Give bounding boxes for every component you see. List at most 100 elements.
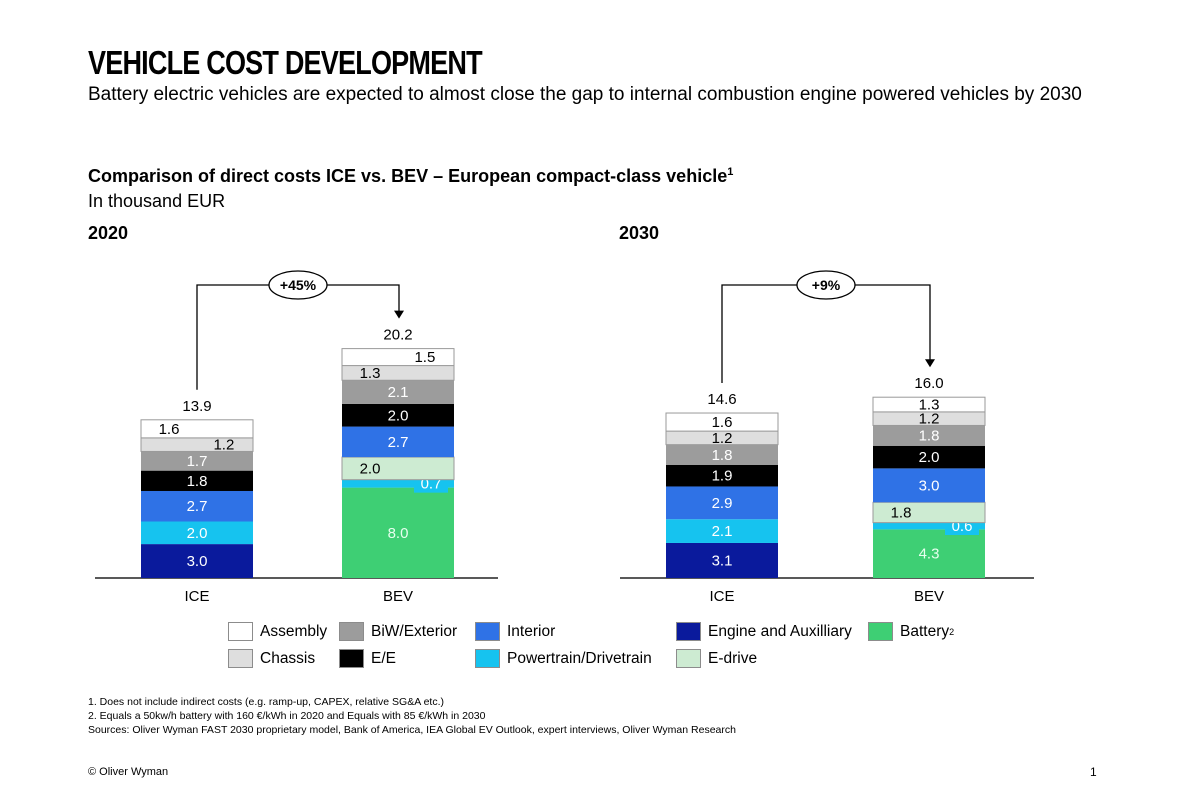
legend-battery-sup: 2 [949, 626, 955, 637]
bar-2020-ice-interior [141, 490, 253, 522]
bar-label-2020-bev-assembly: 1.5 [414, 349, 435, 366]
bar-2030-ice-biw-exterior [666, 444, 778, 465]
bar-label-2020-bev-biw-exterior: 2.1 [388, 384, 409, 401]
legend-assembly: Assembly [228, 622, 327, 641]
bar-label-2030-ice-e-e: 1.9 [712, 468, 733, 485]
bar-label-2020-ice-biw-exterior: 1.7 [187, 453, 208, 470]
x-tick-2020-bev: BEV [383, 588, 413, 605]
legend-swatch-assembly [228, 622, 253, 641]
bar-2020-ice-assembly [140, 419, 254, 439]
legend-label-chassis: Chassis [260, 649, 316, 667]
bar-label-2030-bev-chassis: 1.2 [919, 411, 940, 428]
legend-label-battery: Battery [900, 622, 950, 640]
bar-2020-bev-interior [342, 426, 454, 458]
bar-2020-bev-biw-exterior [342, 380, 454, 404]
legend-battery: Battery 2 [868, 622, 954, 641]
legend-label-interior: Interior [507, 622, 556, 640]
bar-2030-bev-e-e [873, 445, 985, 469]
bar-label-2020-bev-interior: 2.7 [388, 434, 409, 451]
delta-arrow-head-2020 [394, 310, 404, 319]
page-subtitle: Battery electric vehicles are expected t… [88, 84, 1082, 105]
bar-2030-bev-powertrain-drivetrain [873, 522, 985, 530]
bar-label-2020-ice-chassis: 1.2 [213, 437, 234, 454]
legend-swatch-powertrain [475, 649, 500, 668]
legend-label-biw-exterior: BiW/Exterior [371, 622, 458, 640]
legend-powertrain: Powertrain/Drivetrain [475, 649, 652, 668]
bar-label-2030-bev-interior: 3.0 [919, 477, 940, 494]
bar-total-2030-bev: 16.0 [914, 375, 943, 392]
legend-swatch-biw-exterior [339, 622, 364, 641]
bar-total-2020-ice: 13.9 [182, 398, 211, 415]
legend-swatch-e-drive [676, 649, 701, 668]
bar-label-2020-ice-e-e: 1.8 [187, 473, 208, 490]
bar-label-2030-ice-interior: 2.9 [712, 495, 733, 512]
chart-unit: In thousand EUR [88, 191, 226, 211]
footnote-2: 2. Equals a 50kw/h battery with 160 €/kW… [88, 710, 486, 722]
bar-label-2030-bev-e-e: 2.0 [919, 449, 940, 466]
copyright: © Oliver Wyman [88, 766, 169, 778]
bar-label-2020-ice-powertrain-drivetrain: 2.0 [187, 525, 208, 542]
bar-2030-bev-biw-exterior [873, 425, 985, 446]
legend-interior: Interior [475, 622, 555, 641]
year-2020-label: 2020 [88, 223, 129, 243]
bar-label-2020-ice-interior: 2.7 [187, 498, 208, 515]
bar-label-2020-bev-chassis: 1.3 [360, 365, 381, 382]
bar-2020-bev-powertrain-drivetrain [342, 479, 454, 488]
legend-chassis: Chassis [228, 649, 315, 668]
legend-swatch-chassis [228, 649, 253, 668]
bar-2020-ice-powertrain-drivetrain [141, 521, 253, 545]
bar-label-2030-ice-powertrain-drivetrain: 2.1 [712, 523, 733, 540]
legend-swatch-battery [868, 622, 893, 641]
footnotes: 1. Does not include indirect costs (e.g.… [88, 695, 736, 737]
delta-arrow-head-2030 [925, 359, 935, 368]
bar-2020-bev-battery [342, 487, 454, 578]
bar-label-2030-ice-engine-and-auxilliary: 3.1 [712, 552, 733, 569]
chart-heading: Comparison of direct costs ICE vs. BEV –… [88, 166, 733, 187]
delta-arrow-line-2030 [721, 284, 931, 384]
chart-heading-footnote-mark: 1 [727, 166, 734, 178]
legend-swatch-e-e [339, 649, 364, 668]
legend-swatch-engine [676, 622, 701, 641]
bar-2020-bev-e-e [342, 403, 454, 427]
bar-2030-bev-interior [873, 468, 985, 503]
bar-label-2020-bev-battery: 8.0 [388, 525, 409, 542]
legend-label-e-drive: E-drive [708, 649, 758, 667]
bar-label-2030-bev-biw-exterior: 1.8 [919, 428, 940, 445]
chart-heading-text: Comparison of direct costs ICE vs. BEV –… [88, 166, 728, 186]
legend-label-e-e: E/E [371, 649, 396, 667]
delta-label-2030: +9% [812, 277, 841, 293]
bar-label-2020-bev-e-e: 2.0 [388, 407, 409, 424]
bar-total-2030-ice: 14.6 [707, 391, 736, 408]
bar-2020-ice-chassis [140, 437, 254, 452]
bar-2020-bev-assembly [341, 348, 455, 367]
bar-label-2030-bev-e-drive: 1.8 [891, 504, 912, 521]
legend-label-engine: Engine and Auxilliary [708, 622, 852, 640]
bar-2030-ice-e-e [666, 465, 778, 487]
bar-label-2030-bev-battery: 4.3 [919, 546, 940, 563]
bar-2030-bev-battery [873, 529, 985, 578]
bar-2030-ice-engine-and-auxilliary [666, 542, 778, 578]
delta-label-2020: +45% [280, 277, 317, 293]
footnote-sources: Sources: Oliver Wyman FAST 2030 propriet… [88, 724, 736, 736]
chart-2020: 3.02.02.71.81.71.21.613.9ICE8.00.72.02.7… [95, 270, 498, 605]
legend-e-drive: E-drive [676, 649, 757, 668]
delta-badge-2030 [796, 270, 856, 300]
bar-2020-ice-engine-and-auxilliary [141, 544, 253, 578]
legend-e-e: E/E [339, 649, 396, 668]
legend-biw-exterior: BiW/Exterior [339, 622, 457, 641]
chart-2030: 3.12.12.91.91.81.21.614.6ICE4.30.61.83.0… [620, 270, 1034, 605]
legend-label-powertrain: Powertrain/Drivetrain [507, 649, 652, 667]
bar-2030-ice-interior [666, 486, 778, 520]
x-tick-2030-bev: BEV [914, 588, 944, 605]
bar-label-2030-ice-assembly: 1.6 [712, 414, 733, 431]
bar-2030-ice-powertrain-drivetrain [666, 519, 778, 543]
bar-label-2020-ice-engine-and-auxilliary: 3.0 [187, 553, 208, 570]
bar-2030-bev-assembly [872, 396, 986, 413]
footnote-1: 1. Does not include indirect costs (e.g.… [88, 696, 444, 708]
bar-label-2020-bev-e-drive: 2.0 [360, 460, 381, 477]
legend-label-assembly: Assembly [260, 622, 328, 640]
bar-label-2030-ice-chassis: 1.2 [712, 430, 733, 447]
legend-engine: Engine and Auxilliary [676, 622, 852, 641]
bar-2020-ice-e-e [141, 470, 253, 491]
